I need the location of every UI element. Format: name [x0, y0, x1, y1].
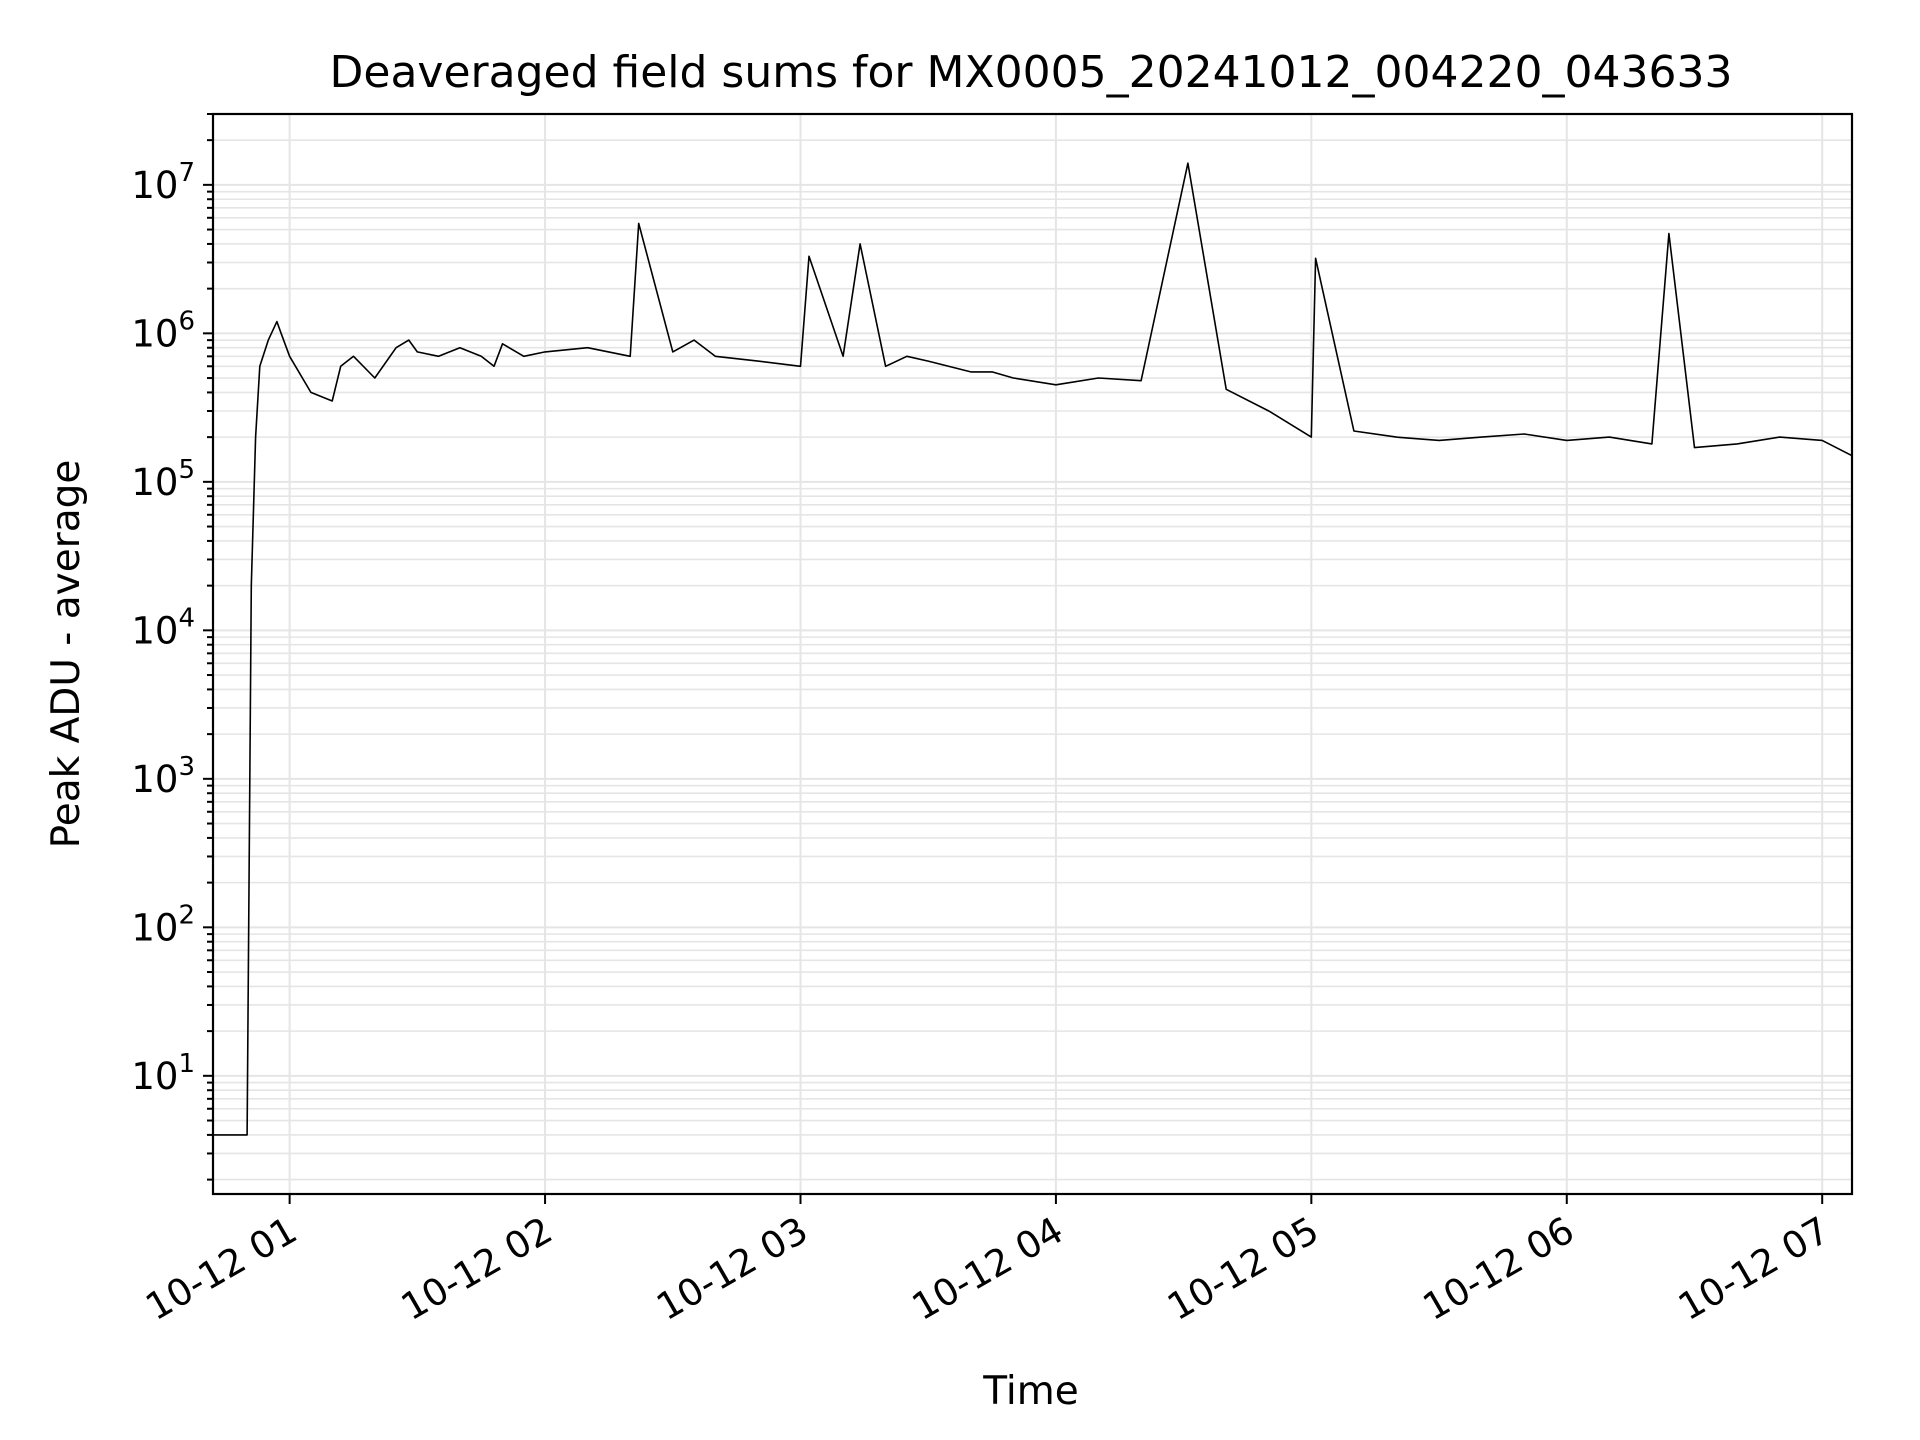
y-tick-label: 102 — [131, 900, 195, 949]
y-tick-label: 105 — [131, 455, 195, 504]
y-axis-label: Peak ADU - average — [44, 460, 89, 849]
data-line-layer — [213, 162, 1853, 1136]
y-tick-label: 107 — [131, 158, 195, 207]
y-tick-label: 101 — [131, 1049, 195, 1098]
y-axis-tick-labels: 101 102 103 104 105 106 107 — [131, 158, 195, 1098]
series-line-1 — [213, 162, 1853, 1136]
chart-title: Deaveraged field sums for MX0005_2024101… — [330, 47, 1733, 98]
x-axis-label: Time — [982, 1369, 1078, 1414]
y-tick-label: 104 — [131, 603, 195, 652]
grid — [213, 113, 1852, 1194]
y-tick-label: 106 — [131, 306, 195, 355]
y-tick-label: 103 — [131, 752, 195, 801]
axis-ticks — [203, 113, 1824, 1204]
